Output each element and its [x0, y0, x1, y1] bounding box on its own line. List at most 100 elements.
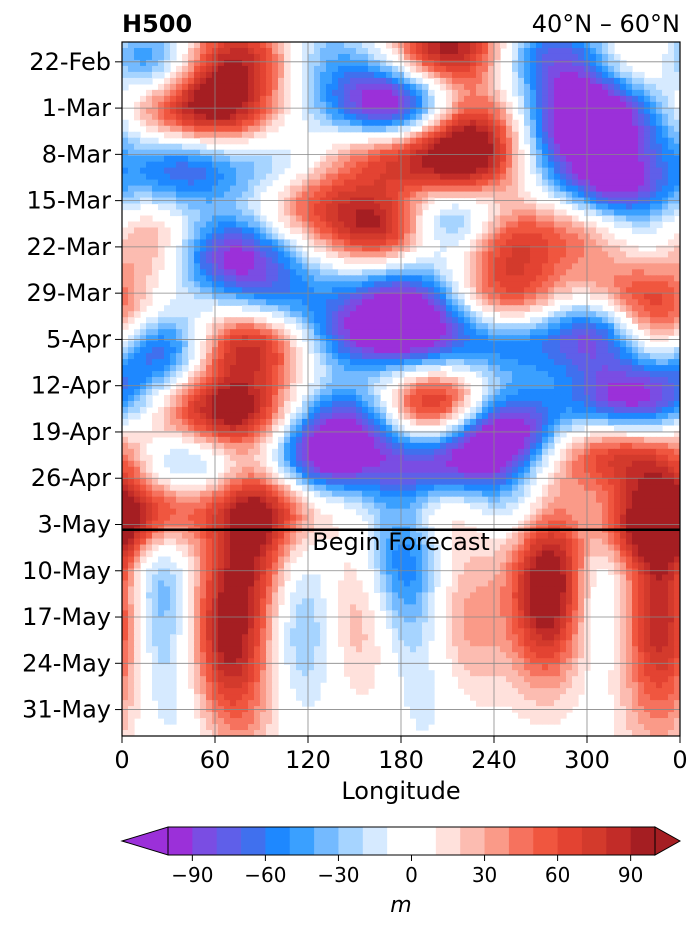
heat-cell — [134, 179, 141, 187]
heat-cell — [248, 89, 255, 97]
heat-cell — [428, 317, 435, 324]
heat-cell — [146, 191, 153, 199]
heat-cell — [374, 305, 381, 312]
heat-cell — [470, 65, 477, 73]
heat-cell — [176, 89, 183, 97]
heat-cell — [620, 257, 627, 264]
heat-cell — [536, 329, 543, 336]
heat-cell — [338, 311, 345, 318]
heat-cell — [494, 77, 501, 85]
heat-cell — [674, 149, 680, 157]
heat-cell — [242, 371, 249, 378]
heat-cell — [158, 263, 165, 270]
heat-cell — [578, 377, 585, 384]
heat-cell — [326, 167, 333, 175]
heat-cell — [512, 239, 519, 247]
heat-cell — [260, 113, 267, 121]
heat-cell — [620, 137, 627, 145]
heat-cell — [548, 203, 555, 211]
heat-cell — [668, 317, 675, 324]
heat-cell — [230, 359, 237, 366]
heat-cell — [200, 257, 207, 264]
heat-cell — [236, 83, 243, 91]
heat-cell — [266, 167, 273, 175]
heat-cell — [410, 365, 417, 372]
heat-cell — [530, 347, 537, 354]
heat-cell — [386, 161, 393, 169]
heat-cell — [560, 137, 567, 145]
heat-cell — [482, 89, 489, 97]
heat-cell — [170, 155, 177, 163]
heat-cell — [218, 389, 225, 396]
heat-cell — [446, 287, 453, 294]
heat-cell — [662, 173, 669, 181]
heat-cell — [632, 287, 639, 294]
heat-cell — [434, 263, 441, 270]
heat-cell — [446, 95, 453, 103]
heat-cell — [224, 191, 231, 199]
heat-cell — [170, 365, 177, 372]
heat-cell — [314, 113, 321, 121]
heat-cell — [392, 311, 399, 318]
heat-cell — [530, 107, 537, 115]
heat-cell — [572, 53, 579, 61]
heat-cell — [620, 341, 627, 348]
heat-cell — [422, 65, 429, 73]
heat-cell — [524, 341, 531, 348]
heat-cell — [434, 221, 441, 229]
heat-cell — [374, 95, 381, 103]
heat-cell — [530, 83, 537, 91]
heat-cell — [230, 287, 237, 294]
heat-cell — [170, 371, 177, 378]
heat-cell — [620, 77, 627, 85]
heat-cell — [350, 227, 357, 235]
heat-cell — [380, 329, 387, 336]
heat-cell — [518, 311, 525, 318]
heat-cell — [128, 389, 135, 396]
heat-cell — [662, 137, 669, 145]
heat-cell — [278, 305, 285, 312]
heat-cell — [656, 377, 663, 384]
heat-cell — [500, 383, 507, 390]
heat-cell — [464, 95, 471, 103]
heat-cell — [284, 287, 291, 294]
heat-cell — [650, 263, 657, 270]
heat-cell — [494, 323, 501, 330]
heat-cell — [602, 371, 609, 378]
heat-cell — [278, 341, 285, 348]
heat-cell — [500, 221, 507, 229]
heat-cell — [650, 119, 657, 127]
heat-cell — [428, 257, 435, 264]
heat-cell — [338, 335, 345, 342]
heat-cell — [596, 287, 603, 294]
heat-cell — [674, 275, 680, 282]
heat-cell — [122, 167, 129, 175]
heat-cell — [152, 269, 159, 276]
heat-cell — [128, 233, 135, 241]
heat-cell — [140, 77, 147, 85]
heat-cell — [236, 149, 243, 157]
heat-cell — [236, 269, 243, 276]
heat-cell — [218, 185, 225, 193]
heat-cell — [236, 347, 243, 354]
heat-cell — [344, 191, 351, 199]
heat-cell — [362, 239, 369, 247]
heat-cell — [560, 101, 567, 109]
heat-cell — [146, 149, 153, 157]
heat-cell — [278, 335, 285, 342]
heat-cell — [386, 293, 393, 300]
heat-cell — [416, 101, 423, 109]
heat-cell — [224, 239, 231, 247]
heat-cell — [308, 59, 315, 67]
heat-cell — [290, 389, 297, 396]
heat-cell — [422, 47, 429, 55]
heat-cell — [650, 125, 657, 133]
heat-cell — [434, 119, 441, 127]
heat-cell — [470, 173, 477, 181]
heat-cell — [218, 299, 225, 306]
heat-cell — [140, 155, 147, 163]
heat-cell — [320, 65, 327, 73]
heat-cell — [422, 71, 429, 79]
heat-cell — [458, 341, 465, 348]
heat-cell — [314, 329, 321, 336]
